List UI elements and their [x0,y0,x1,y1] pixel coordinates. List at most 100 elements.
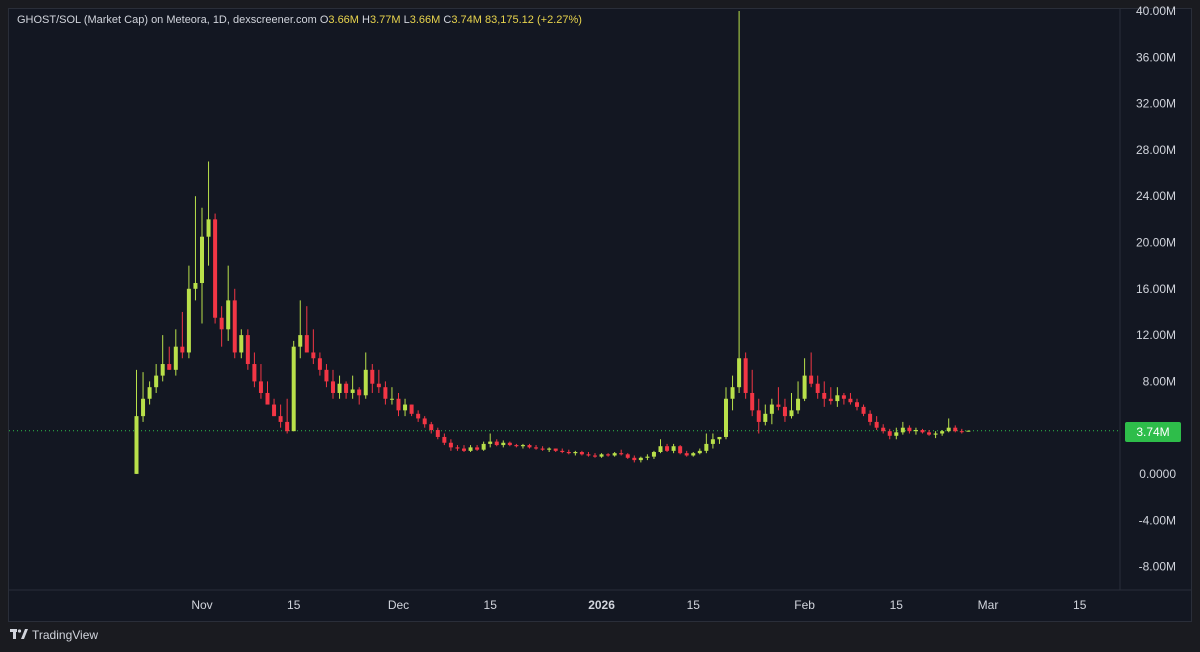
candle-body [403,404,408,411]
candle-body [520,445,525,447]
candle-down [331,369,335,399]
candle-body [684,453,689,456]
candle-up [697,448,702,455]
candle-down [540,446,545,451]
candle-down [429,421,434,434]
candle-body [416,413,421,419]
candle-body [258,381,263,393]
candle-up [154,364,159,393]
x-tick-label: 2026 [588,598,615,612]
candle-down [442,433,447,446]
candle-down [357,387,362,405]
candle-up [206,161,211,266]
legend-high-value: 3.77M [369,14,401,26]
candle-down [311,329,316,365]
candle-body [475,447,480,450]
candle-up [481,441,486,451]
candle-up [298,300,303,359]
candle-down [782,398,787,422]
candle-body [376,383,381,388]
candle-body [298,335,303,347]
y-tick-label: 28.00M [1136,143,1176,157]
candle-body [658,446,663,453]
candle-body [219,317,224,330]
candle-body [468,447,473,451]
candle-body [606,454,611,456]
candle-down [861,404,866,417]
legend-close-label: C [443,14,452,26]
candle-up [573,450,578,456]
x-axis: Nov 15 Dec 15 2026 15 Feb 15 Mar 15 [191,598,1086,612]
y-tick-label: 16.00M [1136,282,1176,296]
candle-down [514,443,519,448]
legend-open-value: 3.66M [328,14,359,26]
candle-up [147,381,152,405]
y-axis: 40.00M 36.00M 32.00M 28.00M 24.00M 20.00M 16.0… [1136,4,1176,574]
candle-down [927,430,932,436]
candle-body [154,375,159,388]
candle-body [796,398,801,411]
candle-body [331,381,335,393]
candle-up [186,265,191,359]
candle-down [566,449,571,455]
candle-body [501,442,506,446]
candle-up [796,381,801,414]
legend-change: 83,175.12 (+2.27%) [484,14,582,26]
candle-body [894,432,899,436]
candle-body [782,406,787,417]
candle-body [429,424,434,431]
x-tick-label: 15 [287,598,301,612]
candle-up [501,440,506,448]
candle-down [874,416,879,431]
candle-body [147,387,152,399]
candle-body [311,352,316,359]
candle-down [455,445,460,451]
candle-body [494,441,499,446]
candle-down [344,381,349,399]
candle-down [534,445,539,450]
candle-down [678,445,683,455]
candle-body [848,398,853,403]
candle-up [520,443,525,449]
candle-body [304,335,309,353]
candle-up [612,452,617,457]
candle-body [448,442,453,448]
candle-body [396,398,401,411]
candle-body [422,418,427,425]
candle-body [239,335,244,353]
candle-body [815,383,820,393]
candle-body [324,369,329,382]
candle-down [665,443,670,453]
candle-body [835,395,840,402]
y-tick-label: -8.00M [1139,560,1176,574]
candle-body [455,447,460,449]
candle-down [920,428,925,434]
candle-body [344,383,349,393]
candle-body [547,448,552,450]
candle-up [160,335,165,382]
candle-up [789,392,794,419]
candle-body [946,427,951,432]
x-tick-label: 15 [1073,598,1087,612]
candle-down [370,364,375,393]
candle-body [724,398,728,437]
candle-down [868,410,873,426]
candle-body [579,452,584,455]
candle-body [887,431,892,436]
x-tick-label: Nov [191,598,212,612]
candle-body [317,358,322,370]
candle-down [448,439,453,451]
candle-body [645,456,650,458]
candle-down [625,453,630,459]
candle-down [881,424,886,434]
tradingview-logo[interactable]: TradingView [10,628,98,642]
candle-body [291,346,296,432]
candle-down [245,329,250,370]
candle-body [481,443,486,450]
candle-up [913,427,918,435]
candle-body [173,346,178,370]
candle-body [560,450,565,453]
candle-down [272,398,277,417]
candle-body [226,300,231,330]
